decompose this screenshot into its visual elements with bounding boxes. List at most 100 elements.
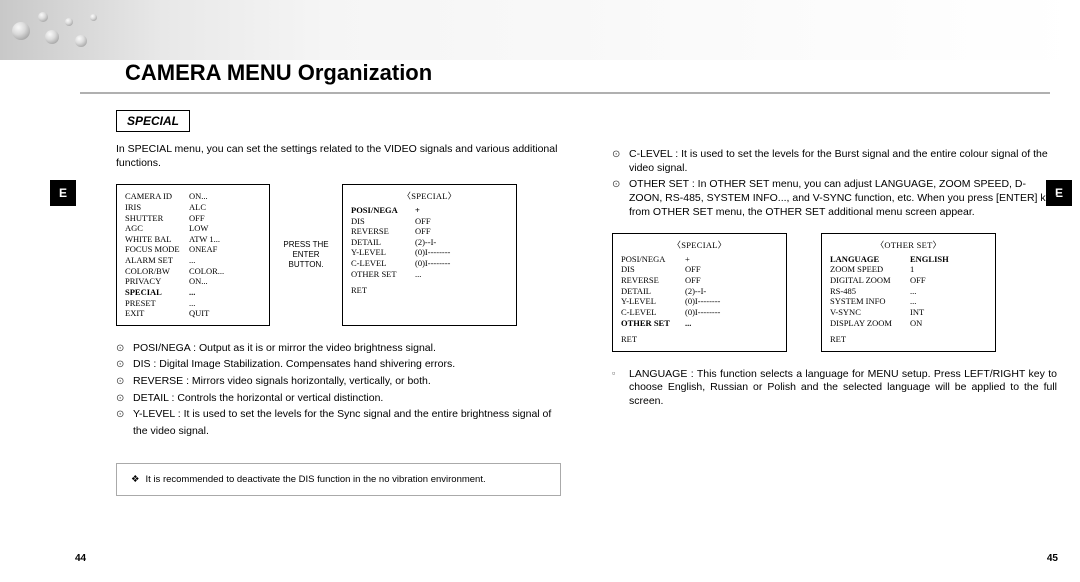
- menu-label: DIGITAL ZOOM: [830, 275, 910, 286]
- menu-label: REVERSE: [621, 275, 685, 286]
- bullet-text: DIS : Digital Image Stabilization. Compe…: [133, 358, 561, 372]
- bullet-text: POSI/NEGA : Output as it is or mirror th…: [133, 342, 561, 356]
- menu-row: DETAIL(2)--I-: [351, 237, 508, 248]
- menu-panels-right: 〈SPECIAL〉POSI/NEGA+DISOFFREVERSEOFFDETAI…: [612, 233, 1057, 352]
- menu-value: OFF: [685, 264, 701, 275]
- menu-ret: RET: [351, 285, 508, 296]
- decorative-bubbles: [0, 0, 130, 55]
- menu-row: DISOFF: [621, 264, 778, 275]
- menu-row: Y-LEVEL(0)I--------: [621, 296, 778, 307]
- menu-row: DIGITAL ZOOMOFF: [830, 275, 987, 286]
- circle-bullet-icon: ⊙: [116, 375, 127, 389]
- menu-label: EXIT: [125, 308, 189, 319]
- menu-value: ON: [910, 318, 922, 329]
- circle-bullet-icon: ⊙: [116, 342, 127, 356]
- circle-bullet-icon: ⊙: [116, 392, 127, 406]
- circle-bullet-icon: ⊙: [612, 178, 623, 219]
- menu-label: Y-LEVEL: [351, 247, 415, 258]
- menu-label: SPECIAL: [125, 287, 189, 298]
- page-number-left: 44: [75, 553, 86, 564]
- menu-label: OTHER SET: [621, 318, 685, 329]
- menu-row: RS-485...: [830, 286, 987, 297]
- menu-value: QUIT: [189, 308, 209, 319]
- menu-row: COLOR/BWCOLOR...: [125, 266, 261, 277]
- menu-value: ON...: [189, 276, 208, 287]
- menu-value: INT: [910, 307, 924, 318]
- menu-row: PRESET...: [125, 298, 261, 309]
- menu-ret: RET: [621, 334, 778, 345]
- menu-row: DISPLAY ZOOMON: [830, 318, 987, 329]
- menu-label: POSI/NEGA: [351, 205, 415, 216]
- menu-value: ...: [685, 318, 691, 329]
- menu-value: (0)I--------: [685, 307, 720, 318]
- menu-value: ENGLISH: [910, 254, 949, 265]
- menu-label: DETAIL: [621, 286, 685, 297]
- menu-label: LANGUAGE: [830, 254, 910, 265]
- menu-row: IRISALC: [125, 202, 261, 213]
- menu-row: WHITE BALATW 1...: [125, 234, 261, 245]
- page-number-right: 45: [1047, 553, 1058, 564]
- menu-label: IRIS: [125, 202, 189, 213]
- menu-label: ZOOM SPEED: [830, 264, 910, 275]
- menu-value: ATW 1...: [189, 234, 220, 245]
- menu-label: CAMERA ID: [125, 191, 189, 202]
- menu-value: ...: [910, 286, 916, 297]
- main-menu-box: CAMERA IDON...IRISALCSHUTTEROFFAGCLOWWHI…: [116, 184, 270, 326]
- menu-row: ZOOM SPEED1: [830, 264, 987, 275]
- menu-row: C-LEVEL(0)I--------: [351, 258, 508, 269]
- intro-text: In SPECIAL menu, you can set the setting…: [116, 142, 561, 170]
- menu-value: COLOR...: [189, 266, 224, 277]
- note-icon: ❖: [131, 474, 140, 485]
- menu-heading: 〈OTHER SET〉: [830, 240, 987, 251]
- sub-bullet-list: ▫LANGUAGE : This function selects a lang…: [612, 368, 1057, 409]
- menu-row: ALARM SET...: [125, 255, 261, 266]
- menu-row: Y-LEVEL(0)I--------: [351, 247, 508, 258]
- circle-bullet-icon: ⊙: [612, 148, 623, 175]
- menu-label: SHUTTER: [125, 213, 189, 224]
- menu-row: CAMERA IDON...: [125, 191, 261, 202]
- menu-value: ...: [910, 296, 916, 307]
- menu-value: +: [685, 254, 690, 265]
- circle-bullet-icon: ⊙: [116, 358, 127, 372]
- menu-row: OTHER SET...: [351, 269, 508, 280]
- menu-row: SYSTEM INFO...: [830, 296, 987, 307]
- menu-label: COLOR/BW: [125, 266, 189, 277]
- menu-row: POSI/NEGA+: [351, 205, 508, 216]
- menu-heading: 〈SPECIAL〉: [351, 191, 508, 202]
- menu-label: SYSTEM INFO: [830, 296, 910, 307]
- bullet-text: Y-LEVEL : It is used to set the levels f…: [133, 408, 561, 422]
- square-bullet-icon: ▫: [612, 368, 623, 409]
- right-page: ⊙C-LEVEL : It is used to set the levels …: [612, 110, 1057, 412]
- title-rule: [80, 92, 1050, 94]
- menu-heading: 〈SPECIAL〉: [621, 240, 778, 251]
- bullets-left: ⊙ POSI/NEGA : Output as it is or mirror t…: [116, 342, 561, 422]
- menu-value: (2)--I-: [415, 237, 436, 248]
- menu-row: SHUTTEROFF: [125, 213, 261, 224]
- menu-label: DETAIL: [351, 237, 415, 248]
- menu-value: ...: [189, 287, 195, 298]
- menu-row: V-SYNCINT: [830, 307, 987, 318]
- menu-row: SPECIAL...: [125, 287, 261, 298]
- menu-label: POSI/NEGA: [621, 254, 685, 265]
- menu-label: RS-485: [830, 286, 910, 297]
- menu-label: Y-LEVEL: [621, 296, 685, 307]
- arrow-note: PRESS THE ENTER BUTTON.: [278, 240, 334, 270]
- menu-row: DISOFF: [351, 216, 508, 227]
- note-box: ❖ It is recommended to deactivate the DI…: [116, 463, 561, 496]
- menu-row: C-LEVEL(0)I--------: [621, 307, 778, 318]
- special-menu-box-right: 〈SPECIAL〉 POSI/NEGA+DISOFFREVERSEOFFDETAI…: [612, 233, 787, 352]
- menu-value: OFF: [685, 275, 701, 286]
- other-set-menu-box: 〈OTHER SET〉 LANGUAGEENGLISHZOOM SPEED1DIG…: [821, 233, 996, 352]
- menu-value: 1: [910, 264, 914, 275]
- menu-label: V-SYNC: [830, 307, 910, 318]
- menu-row: LANGUAGEENGLISH: [830, 254, 987, 265]
- left-page: SPECIAL In SPECIAL menu, you can set the…: [116, 110, 561, 496]
- menu-row: EXITQUIT: [125, 308, 261, 319]
- menu-row: FOCUS MODEONEAF: [125, 244, 261, 255]
- menu-label: AGC: [125, 223, 189, 234]
- menu-value: (0)I--------: [415, 258, 450, 269]
- menu-value: OFF: [910, 275, 926, 286]
- menu-row: POSI/NEGA+: [621, 254, 778, 265]
- menu-label: DIS: [621, 264, 685, 275]
- menu-label: C-LEVEL: [351, 258, 415, 269]
